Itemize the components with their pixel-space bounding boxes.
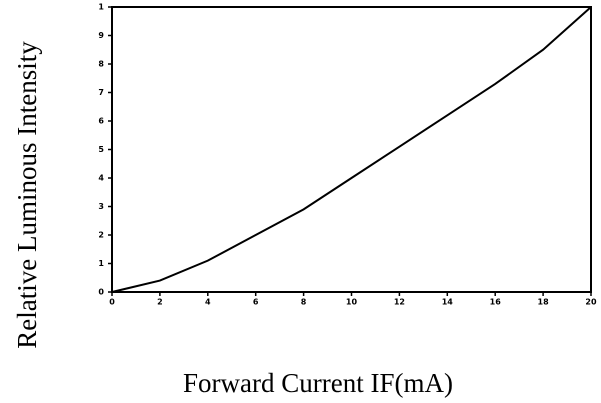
y-tick-label: 8 <box>98 60 104 69</box>
y-tick-label: 7 <box>98 88 104 97</box>
x-tick-label: 20 <box>585 298 597 307</box>
x-tick-label: 12 <box>394 298 405 307</box>
y-axis-label: Relative Luminous Intensity <box>12 41 42 349</box>
x-tick-label: 8 <box>301 298 307 307</box>
y-tick-label: 5 <box>98 145 104 154</box>
data-line <box>111 6 592 293</box>
y-tick-label: 4 <box>98 174 104 183</box>
x-tick-label: 6 <box>253 298 259 307</box>
x-tick-label: 16 <box>490 298 502 307</box>
y-tick-label: 9 <box>98 31 104 40</box>
plot-frame <box>111 6 592 293</box>
x-tick-label: 10 <box>346 298 358 307</box>
y-tick-label: 1 <box>98 3 104 12</box>
x-tick-label: 14 <box>442 298 454 307</box>
x-tick-label: 4 <box>205 298 211 307</box>
x-tick-label: 0 <box>109 298 115 307</box>
x-tick-label: 18 <box>538 298 550 307</box>
y-tick-label: 1 <box>98 259 104 268</box>
x-tick-label: 2 <box>157 298 163 307</box>
y-tick-label: 2 <box>98 231 104 240</box>
y-tick-label: 6 <box>98 117 104 126</box>
y-tick-label: 3 <box>98 202 104 211</box>
y-tick-label: 0 <box>98 288 104 297</box>
x-axis-label: Forward Current IF(mA) <box>183 368 453 398</box>
